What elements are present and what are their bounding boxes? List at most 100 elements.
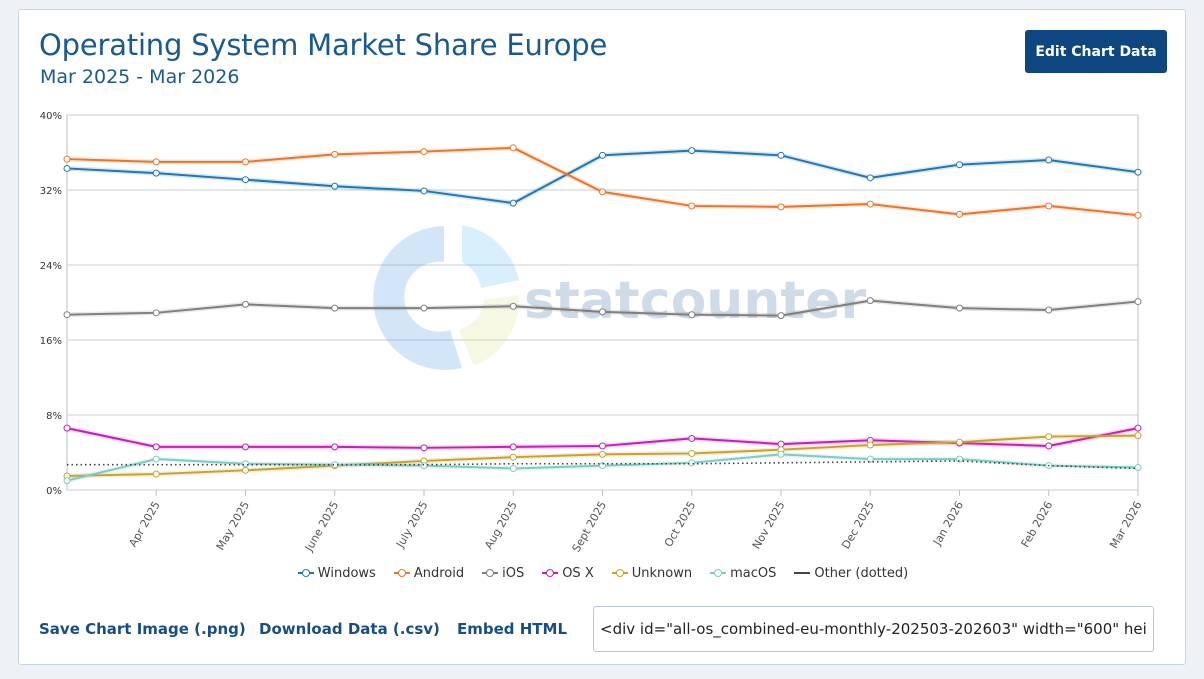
data-point-os-x <box>63 424 71 432</box>
data-point-macos <box>242 460 249 468</box>
data-point-macos <box>599 462 606 470</box>
data-point-os-x <box>777 440 785 448</box>
legend-symbol <box>297 567 314 579</box>
data-point-android <box>688 202 696 210</box>
data-point-windows <box>688 147 696 155</box>
data-point-macos <box>152 455 160 463</box>
data-point-unknown <box>956 438 963 446</box>
data-point-macos <box>956 455 963 463</box>
data-point-windows <box>242 176 249 184</box>
data-point-windows <box>956 161 963 169</box>
x-tick-label: Nov 2025 <box>750 499 788 551</box>
y-tick-label: 32% <box>40 186 62 197</box>
data-point-ios <box>1134 298 1142 306</box>
data-point-os-x <box>152 443 160 451</box>
statcounter-watermark: statcounter <box>373 225 866 370</box>
page-subtitle: Mar 2025 - Mar 2026 <box>40 66 240 88</box>
watermark-text: statcounter <box>524 271 866 331</box>
x-tick-label: July 2025 <box>393 499 430 551</box>
chart-card: Operating System Market Share Europe Mar… <box>18 9 1186 665</box>
legend-item[interactable]: Android <box>393 563 465 583</box>
data-point-macos <box>63 477 71 485</box>
data-point-android <box>866 200 874 208</box>
data-point-os-x <box>242 443 249 451</box>
data-point-ios <box>777 312 785 320</box>
data-point-unknown <box>1045 433 1053 441</box>
data-point-macos <box>509 464 517 472</box>
data-point-unknown <box>1134 432 1142 440</box>
legend-item[interactable]: Other (dotted) <box>794 563 908 583</box>
x-tick-label: Feb 2026 <box>1019 499 1056 550</box>
x-tick-label: Jan 2026 <box>930 499 966 548</box>
data-point-macos <box>420 462 428 470</box>
legend-item[interactable]: OS X <box>542 563 594 583</box>
data-point-os-x <box>331 443 339 451</box>
data-point-windows <box>777 151 785 159</box>
legend-label: iOS <box>502 565 525 581</box>
data-point-windows <box>63 164 71 172</box>
embed-code-input[interactable] <box>593 606 1154 652</box>
legend-item[interactable]: Unknown <box>611 563 693 583</box>
embed-html-link[interactable]: Embed HTML <box>457 620 568 638</box>
x-tick-label: Dec 2025 <box>839 499 877 551</box>
save-chart-image-link[interactable]: Save Chart Image (.png) <box>39 620 246 638</box>
data-point-unknown <box>509 453 517 461</box>
data-point-os-x <box>599 442 606 450</box>
y-tick-label: 24% <box>40 261 62 272</box>
legend-item[interactable]: iOS <box>482 563 524 583</box>
data-point-windows <box>866 174 874 182</box>
data-point-macos <box>777 450 785 458</box>
legend-item[interactable]: macOS <box>710 563 776 583</box>
data-point-os-x <box>688 434 696 442</box>
data-point-android <box>509 144 517 152</box>
data-point-os-x <box>509 443 517 451</box>
legend-label: OS X <box>562 565 594 581</box>
x-tick-label: June 2025 <box>302 499 341 554</box>
data-point-macos <box>688 459 696 467</box>
legend-label: Unknown <box>631 565 693 581</box>
data-point-android <box>63 155 71 163</box>
data-point-ios <box>509 302 517 310</box>
data-point-windows <box>1045 156 1053 164</box>
data-point-macos <box>866 455 874 463</box>
data-point-ios <box>956 304 963 312</box>
data-point-android <box>1134 211 1142 219</box>
data-point-macos <box>1134 464 1142 471</box>
data-point-windows <box>599 151 606 159</box>
y-tick-label: 40% <box>40 111 62 122</box>
data-point-android <box>1045 202 1053 210</box>
data-point-windows <box>331 182 339 190</box>
x-tick-label: Mar 2026 <box>1107 499 1144 551</box>
data-point-unknown <box>688 449 696 457</box>
data-point-android <box>599 188 606 196</box>
x-tick-label: May 2025 <box>214 499 252 552</box>
legend-item[interactable]: Windows <box>297 563 376 583</box>
page-title: Operating System Market Share Europe <box>39 28 608 62</box>
line-chart: 0% 8% 16% 24% 32% 40% statcounter Apr 2025 May 2… <box>40 111 1145 554</box>
legend-symbol <box>542 567 559 579</box>
y-tick-label: 8% <box>46 411 62 422</box>
y-tick-label: 0% <box>46 486 62 497</box>
data-point-ios <box>1045 306 1053 314</box>
data-point-ios <box>152 309 160 317</box>
data-point-android <box>956 210 963 218</box>
download-data-link[interactable]: Download Data (.csv) <box>259 620 440 638</box>
data-point-ios <box>866 297 874 305</box>
data-point-android <box>152 158 160 166</box>
x-tick-label: Sept 2025 <box>570 499 610 554</box>
legend-label: macOS <box>730 565 777 581</box>
legend-symbol <box>611 567 628 579</box>
data-point-ios <box>331 304 339 312</box>
data-point-unknown <box>599 450 606 458</box>
legend-label: Android <box>413 565 465 581</box>
legend-symbol <box>482 567 499 579</box>
data-point-windows <box>152 169 160 177</box>
data-point-ios <box>242 300 249 308</box>
data-point-windows <box>1134 168 1142 176</box>
edit-chart-data-button[interactable]: Edit Chart Data <box>1025 30 1167 73</box>
data-point-unknown <box>152 470 160 478</box>
data-point-unknown <box>242 466 249 474</box>
data-point-android <box>420 148 428 156</box>
data-point-ios <box>420 304 428 312</box>
data-point-windows <box>420 187 428 195</box>
